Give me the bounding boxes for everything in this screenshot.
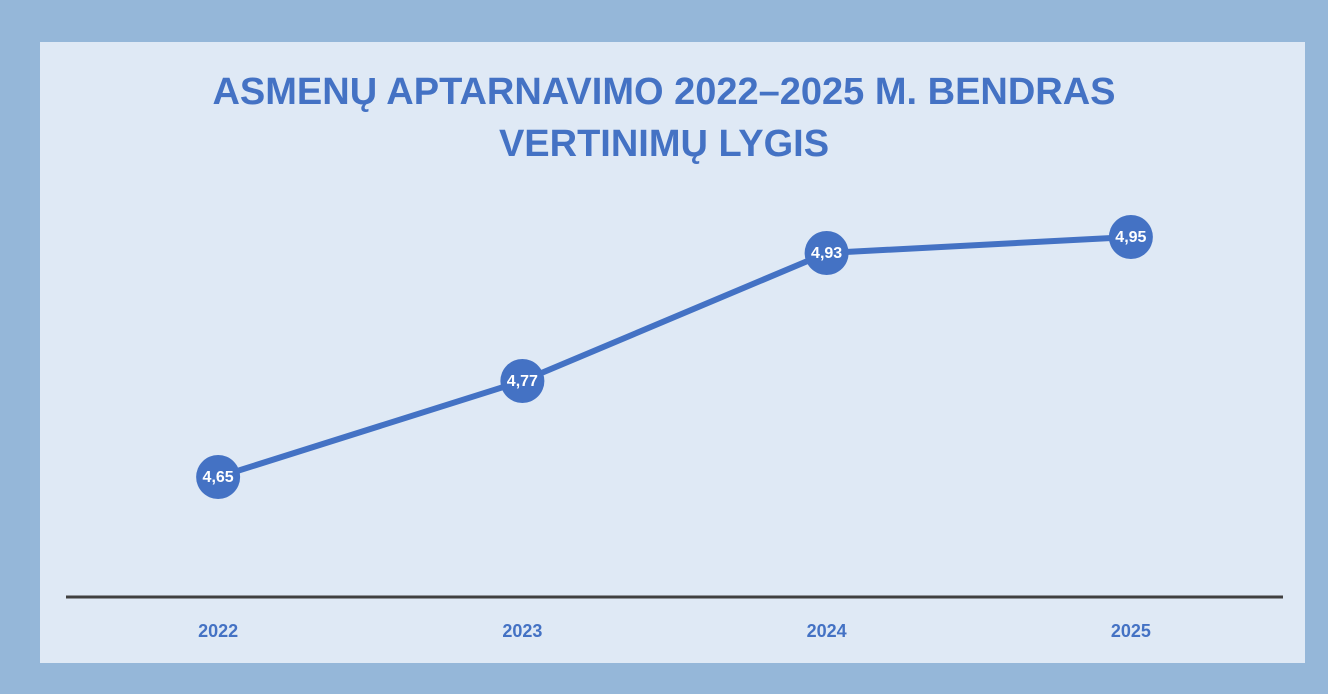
line <box>217 234 1132 480</box>
marker <box>1108 215 1153 259</box>
marker <box>196 455 241 499</box>
x-tick-label: 2025 <box>1111 621 1151 641</box>
data-label: 4,95 <box>1115 229 1146 246</box>
chart-panel <box>40 42 1305 663</box>
marker <box>804 231 849 275</box>
x-tick-label: 2023 <box>502 621 542 641</box>
marker <box>500 359 545 403</box>
x-tick-label: 2024 <box>807 621 847 641</box>
data-label: 4,77 <box>507 373 538 390</box>
data-label: 4,93 <box>811 245 842 262</box>
data-label: 4,65 <box>203 469 234 486</box>
chart-title: ASMENŲ APTARNAVIMO 2022–2025 M. BENDRAS … <box>212 71 1116 165</box>
x-tick-label: 2022 <box>198 621 238 641</box>
